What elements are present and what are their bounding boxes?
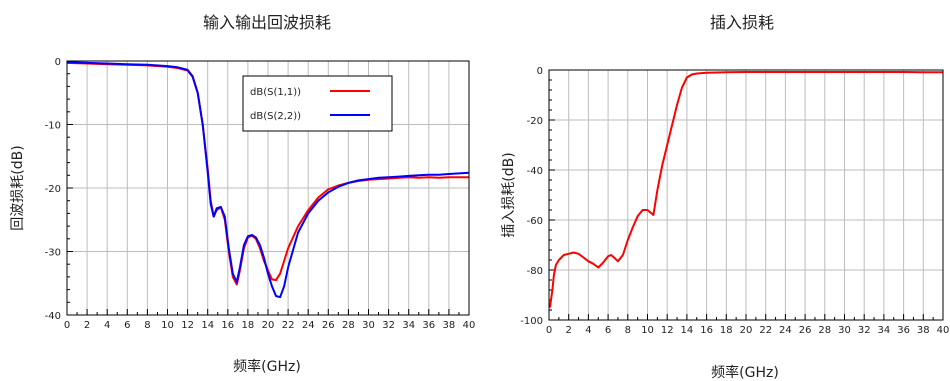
x-tick-label-left: 6 xyxy=(124,320,130,331)
x-tick-label-left: 28 xyxy=(342,320,355,331)
y-tick-label-left: -20 xyxy=(45,184,61,195)
x-tick-label-right: 0 xyxy=(546,325,552,336)
x-tick-label-left: 36 xyxy=(422,320,435,331)
series-line-insertion-loss xyxy=(549,71,943,308)
plot-frame-left xyxy=(66,60,470,316)
x-tick-label-left: 16 xyxy=(221,320,234,331)
x-tick-label-left: 10 xyxy=(161,320,174,331)
y-tick-label-left: 0 xyxy=(55,57,61,68)
return-loss-chart: 输入输出回波损耗 0 2 4 6 8 10 12 14 16 18 20 22 24 26 28 30 32 34… xyxy=(10,13,475,375)
tick-labels-right: 0 2 4 6 8 10 12 14 16 18 20 22 24 26 28 30 32 34 36 38 400-2… xyxy=(520,66,949,336)
tick-labels-left: 0 2 4 6 8 10 12 14 16 18 20 22 24 26 28 30 32 34 36 38 400-1… xyxy=(45,57,476,331)
x-tick-label-right: 2 xyxy=(566,325,572,336)
legend-box xyxy=(242,75,393,132)
x-tick-label-right: 10 xyxy=(641,325,654,336)
x-tick-label-left: 40 xyxy=(463,320,476,331)
y-tick-label-right: -20 xyxy=(527,116,543,127)
x-tick-label-right: 20 xyxy=(740,325,753,336)
series-line-db-s-2-2 xyxy=(66,61,470,299)
x-tick-label-right: 32 xyxy=(858,325,871,336)
legend-label-s22: dB(S(2,2)) xyxy=(250,111,301,122)
x-tick-label-right: 38 xyxy=(917,325,930,336)
x-tick-label-right: 4 xyxy=(585,325,591,336)
y-tick-label-right: 0 xyxy=(537,66,543,77)
x-tick-label-left: 24 xyxy=(302,320,315,331)
x-tick-label-left: 12 xyxy=(181,320,194,331)
y-tick-label-left: -40 xyxy=(45,311,61,322)
plot-frame-right xyxy=(548,69,944,321)
x-tick-label-right: 22 xyxy=(759,325,772,336)
legend-label-s11: dB(S(1,1)) xyxy=(250,87,301,98)
y-tick-label-right: -40 xyxy=(527,166,543,177)
x-tick-label-left: 32 xyxy=(382,320,395,331)
series-right xyxy=(549,71,943,308)
y-axis-label-left: 回波损耗(dB) xyxy=(10,145,26,230)
return-loss-title: 输入输出回波损耗 xyxy=(203,13,331,32)
x-axis-label-right: 频率(GHz) xyxy=(711,364,779,381)
y-tick-label-right: -80 xyxy=(527,266,543,277)
insertion-loss-chart: 插入损耗 0 2 4 6 8 10 12 14 16 18 20 22 24 26 28 30 32 34 36 38… xyxy=(501,13,949,381)
x-tick-label-right: 26 xyxy=(799,325,812,336)
x-tick-label-left: 26 xyxy=(322,320,335,331)
legend: dB(S(1,1)) dB(S(2,2)) xyxy=(242,75,393,132)
x-tick-label-right: 36 xyxy=(897,325,910,336)
y-tick-label-right: -60 xyxy=(527,216,543,227)
x-tick-label-left: 22 xyxy=(282,320,295,331)
x-tick-label-right: 30 xyxy=(838,325,851,336)
y-tick-label-right: -100 xyxy=(520,316,543,327)
grid-right xyxy=(548,69,944,321)
x-tick-label-left: 2 xyxy=(84,320,90,331)
x-tick-label-left: 14 xyxy=(201,320,214,331)
y-tick-label-left: -10 xyxy=(45,121,61,132)
insertion-loss-title: 插入损耗 xyxy=(710,13,774,32)
x-tick-label-right: 16 xyxy=(700,325,713,336)
x-tick-label-right: 40 xyxy=(937,325,950,336)
x-tick-label-left: 20 xyxy=(262,320,275,331)
x-tick-label-right: 28 xyxy=(818,325,831,336)
x-tick-label-left: 4 xyxy=(104,320,110,331)
x-tick-label-left: 38 xyxy=(443,320,456,331)
x-tick-label-right: 8 xyxy=(625,325,631,336)
x-tick-label-right: 12 xyxy=(661,325,674,336)
x-tick-label-right: 6 xyxy=(605,325,611,336)
x-tick-label-right: 18 xyxy=(720,325,733,336)
x-tick-label-left: 0 xyxy=(64,320,70,331)
x-tick-label-left: 34 xyxy=(402,320,415,331)
x-tick-label-left: 30 xyxy=(362,320,375,331)
series-left xyxy=(66,61,470,299)
x-tick-label-right: 24 xyxy=(779,325,792,336)
y-axis-label-right: 插入损耗(dB) xyxy=(501,152,517,237)
x-tick-label-left: 18 xyxy=(242,320,255,331)
y-tick-label-left: -30 xyxy=(45,248,61,259)
x-tick-label-left: 8 xyxy=(144,320,150,331)
x-tick-label-right: 34 xyxy=(878,325,891,336)
x-axis-label-left: 频率(GHz) xyxy=(233,358,301,375)
x-tick-label-right: 14 xyxy=(681,325,694,336)
